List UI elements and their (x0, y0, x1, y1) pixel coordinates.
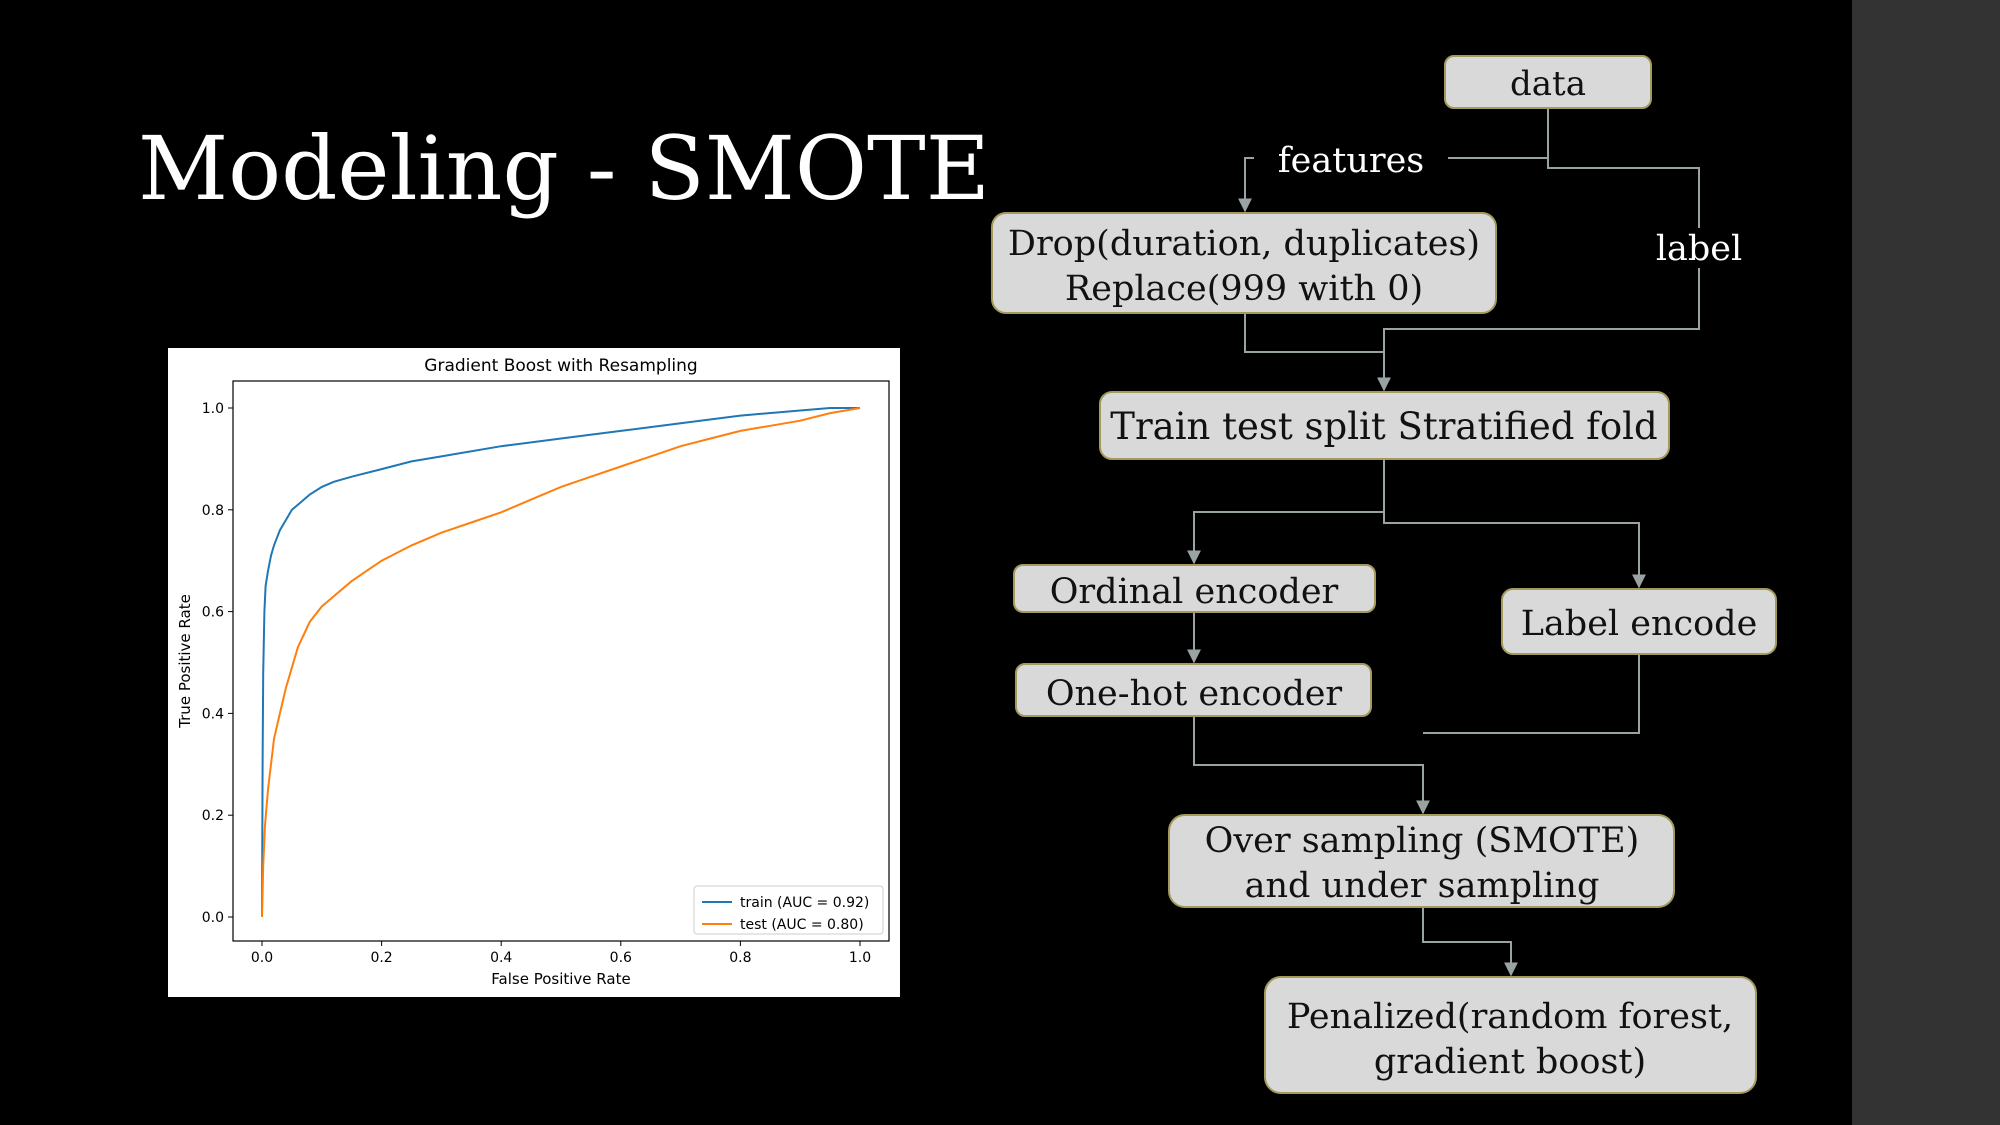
series-line-test (261, 407, 861, 918)
label-label: label (1656, 229, 1742, 269)
label-encode-node: Label encode (1501, 588, 1777, 655)
x-tick-label: 0.0 (251, 950, 273, 966)
sampling-node: Over sampling (SMOTE) and under sampling (1168, 814, 1675, 908)
y-axis-label: True Positive Rate (176, 594, 194, 729)
model-node-line2: gradient boost) (1374, 1042, 1646, 1082)
x-tick-label: 1.0 (849, 950, 871, 966)
y-tick-label: 1.0 (202, 401, 224, 417)
plot-frame (232, 380, 890, 942)
features-label: features (1278, 141, 1425, 181)
train-test-split-node: Train test split Stratified fold (1099, 391, 1670, 460)
model-node-line1: Penalized(random forest, (1287, 997, 1733, 1037)
x-tick-label: 0.4 (490, 950, 512, 966)
y-tick-label: 0.8 (202, 503, 224, 519)
data-node-label: data (1510, 64, 1586, 104)
right-sidebar-panel (1852, 0, 2000, 1125)
x-tick-label: 0.2 (370, 950, 392, 966)
split-node-label: Train test split Stratified fold (1110, 405, 1657, 448)
ordinal-encoder-node: Ordinal encoder (1013, 564, 1376, 613)
flow-connectors (1187, 108, 1700, 977)
y-tick-label: 0.4 (202, 706, 224, 722)
roc-chart: Gradient Boost with Resampling 0.0 0.2 0.4 0… (176, 356, 890, 988)
model-node: Penalized(random forest, gradient boost) (1264, 976, 1757, 1094)
sampling-node-line1: Over sampling (SMOTE) (1205, 821, 1640, 861)
drop-replace-node: Drop(duration, duplicates) Replace(999 w… (991, 212, 1497, 314)
sampling-node-line2: and under sampling (1245, 866, 1600, 906)
onehot-node-label: One-hot encoder (1046, 674, 1343, 714)
label-encode-node-label: Label encode (1521, 604, 1758, 644)
ordinal-node-label: Ordinal encoder (1050, 572, 1339, 612)
legend-box (693, 885, 884, 935)
y-tick-label: 0.2 (202, 808, 224, 824)
drop-node-line2: Replace(999 with 0) (1065, 269, 1423, 309)
chart-title: Gradient Boost with Resampling (424, 356, 697, 376)
drop-node-line1: Drop(duration, duplicates) (1008, 224, 1480, 264)
x-axis-label: False Positive Rate (491, 970, 630, 988)
data-node: data (1444, 55, 1652, 109)
legend-label: test (AUC = 0.80) (740, 917, 864, 933)
y-tick-label: 0.0 (202, 910, 224, 926)
slide-title: Modeling - SMOTE (138, 117, 990, 220)
roc-chart-panel: Gradient Boost with Resampling 0.0 0.2 0.4 0… (168, 348, 900, 997)
series-line-train (261, 407, 860, 918)
x-tick-label: 0.6 (610, 950, 632, 966)
onehot-encoder-node: One-hot encoder (1015, 663, 1372, 717)
legend-label: train (AUC = 0.92) (740, 895, 869, 911)
x-tick-label: 0.8 (729, 950, 751, 966)
y-tick-label: 0.6 (202, 605, 224, 621)
